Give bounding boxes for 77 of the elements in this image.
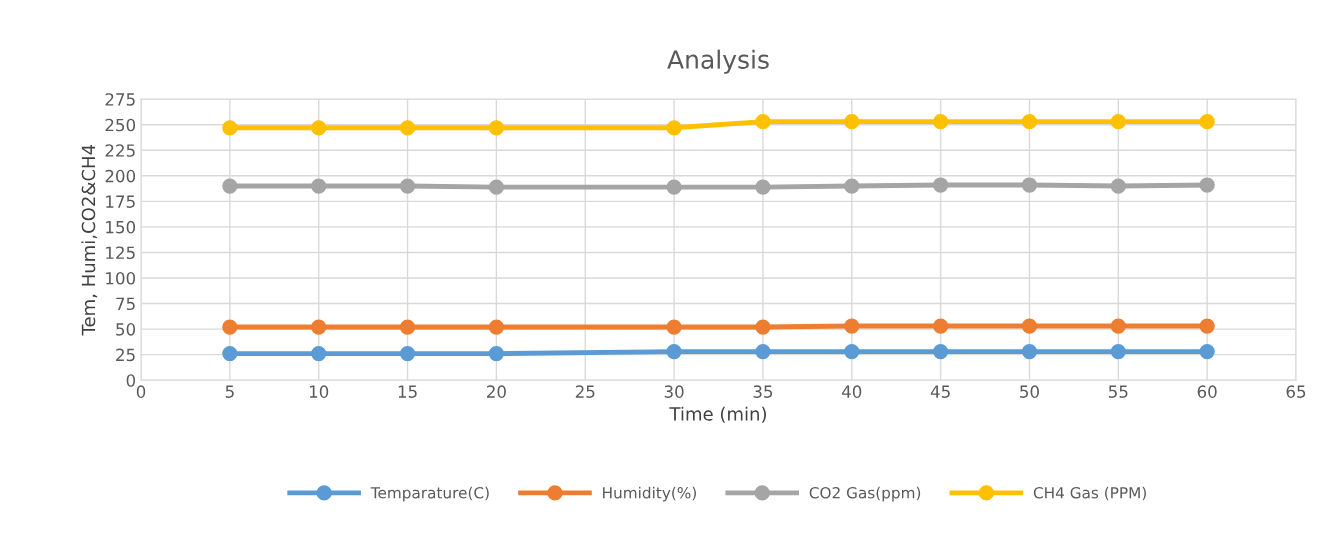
x-tick-label: 40 [841, 385, 862, 398]
x-tick-label: 5 [225, 385, 234, 398]
y-tick-label: 50 [116, 323, 136, 336]
point [399, 178, 416, 194]
point [844, 178, 860, 194]
x-tick-label: 10 [309, 385, 329, 398]
point [399, 345, 416, 362]
point [222, 319, 238, 335]
point [666, 120, 682, 136]
point [932, 343, 949, 360]
point [666, 319, 682, 335]
point [755, 179, 771, 195]
point [222, 120, 238, 136]
point [755, 114, 771, 130]
point [222, 345, 238, 362]
y-tick-label: 150 [106, 220, 136, 234]
y-tick-label: 125 [106, 246, 135, 260]
point [311, 178, 327, 194]
point [932, 318, 949, 334]
legend-label: Humidity(%) [603, 486, 696, 502]
legend-label: CH4 Gas (PPM) [1033, 486, 1146, 501]
x-tick-label: 45 [930, 385, 950, 398]
point [311, 319, 327, 335]
point [755, 319, 771, 335]
chart-title: Analysis [667, 49, 769, 74]
y-tick-label: 275 [105, 93, 135, 106]
y-tick-label: 25 [116, 348, 135, 362]
point [932, 114, 949, 130]
point [488, 179, 505, 195]
x-tick-label: 35 [753, 385, 773, 398]
point [1110, 343, 1126, 360]
point [1199, 114, 1215, 130]
point [222, 178, 238, 194]
x-tick-label: 20 [487, 385, 506, 398]
point [399, 120, 416, 136]
y-tick-label: 75 [116, 297, 135, 311]
point [755, 343, 771, 360]
point [666, 179, 682, 195]
point [666, 343, 682, 360]
x-tick-label: 60 [1197, 385, 1217, 398]
x-tick-label: 65 [1286, 385, 1306, 398]
point [488, 345, 505, 362]
x-axis-title: Time (min) [669, 406, 766, 423]
x-tick-label: 30 [664, 385, 684, 398]
y-tick-label: 250 [105, 118, 136, 132]
point [488, 120, 505, 136]
legend-label: CO2 Gas(ppm) [809, 486, 921, 502]
y-tick-label: 0 [126, 374, 136, 387]
point [844, 114, 860, 130]
y-tick-label: 100 [106, 271, 136, 285]
legend-label: Temparature(C) [370, 486, 489, 502]
point [488, 319, 505, 335]
x-tick-label: 55 [1108, 385, 1128, 398]
point [1021, 114, 1038, 130]
point [932, 177, 949, 193]
y-tick-label: 200 [105, 169, 136, 183]
point [311, 345, 327, 362]
point [399, 319, 416, 335]
point [1110, 318, 1126, 334]
point [1021, 318, 1038, 334]
point [1199, 177, 1215, 193]
x-tick-label: 15 [398, 385, 417, 398]
point [311, 120, 327, 136]
point [1110, 178, 1126, 194]
x-tick-label: 50 [1020, 385, 1039, 398]
point [1199, 343, 1215, 360]
point [1021, 343, 1038, 360]
x-tick-label: 25 [575, 385, 595, 398]
point [1199, 318, 1215, 334]
x-tick-label: 0 [136, 385, 146, 398]
y-tick-label: 175 [106, 195, 135, 208]
point [1021, 177, 1038, 193]
y-tick-label: 225 [105, 144, 135, 157]
point [844, 343, 860, 360]
point [844, 318, 860, 334]
y-axis-title: Tem, Humi,CO2&CH4 [81, 144, 98, 336]
point [1110, 114, 1126, 130]
